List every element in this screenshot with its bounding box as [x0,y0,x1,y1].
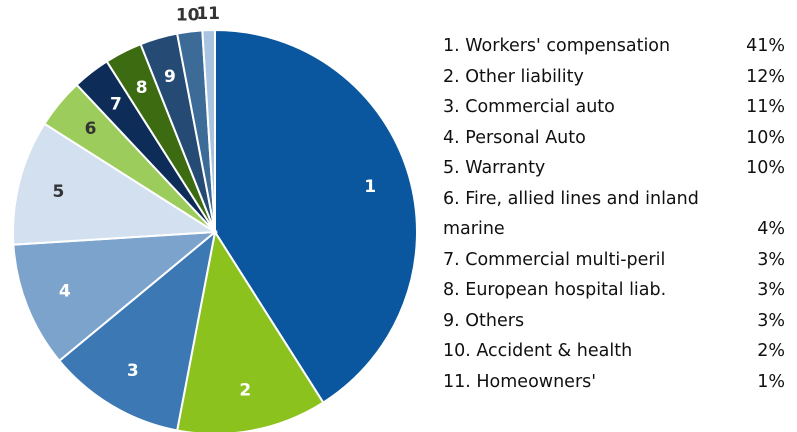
legend-label: 10. Accident & health [443,341,633,361]
pie-slice [57,229,217,432]
legend: 1. Workers' compensation 41% 2. Other liab… [443,31,785,397]
legend-label: 4. Personal Auto [443,127,586,148]
legend-label: 8. European hospital liab. [443,280,667,300]
legend-value: 10% [746,127,785,148]
pie-slice [214,28,418,404]
legend-value: 10% [746,158,785,178]
legend-entry: 10. Accident & health 2% [443,336,785,367]
legend-label: 1. Workers' compensation [443,36,671,56]
legend-label: 6. Fire, allied lines and inland marine [443,188,699,240]
slice-label: 10 [176,6,200,26]
legend-value: 1% [757,371,785,392]
legend-entry: 8. European hospital liab. 3% [443,275,785,306]
pie-slice [201,28,216,233]
legend-label: 7. Commercial multi-peril [443,249,666,270]
pie-slice [12,230,219,363]
slice-label: 9 [164,67,176,87]
legend-value: 4% [757,219,785,239]
slice-label: 7 [110,94,122,114]
slice-label: 5 [53,182,65,202]
slice-label: 4 [59,281,71,301]
pie-slice [12,122,219,246]
legend-value: 3% [757,310,785,331]
legend-entry: 2. Other liability 12% [443,62,785,93]
legend-value: 11% [746,97,785,117]
legend-entry: 1. Workers' compensation 41% [443,31,785,62]
slice-label: 8 [136,78,148,98]
legend-value: 12% [746,66,785,87]
legend-entry: 7. Commercial multi-peril 3% [443,245,785,276]
legend-value: 41% [746,36,785,56]
legend-label: 11. Homeowners' [443,371,597,392]
legend-entry: 3. Commercial auto 11% [443,92,785,123]
legend-value: 3% [757,280,785,300]
legend-value: 2% [757,341,785,361]
legend-label: 5. Warranty [443,158,546,178]
legend-label: 9. Others [443,310,525,331]
legend-entry: 5. Warranty 10% [443,153,785,184]
slice-label: 1 [364,177,376,197]
legend-label: 2. Other liability [443,66,584,87]
legend-label: 3. Commercial auto [443,97,615,117]
slice-label: 6 [85,119,97,139]
legend-entry: 6. Fire, allied lines and inland marine 4… [443,184,785,245]
legend-entry: 4. Personal Auto 10% [443,123,785,154]
slice-label: 2 [239,381,251,401]
legend-value: 3% [757,249,785,270]
legend-entry: 11. Homeowners' 1% [443,367,785,398]
slice-label: 11 [196,4,220,24]
slice-label: 3 [127,361,139,381]
legend-entry: 9. Others 3% [443,306,785,337]
